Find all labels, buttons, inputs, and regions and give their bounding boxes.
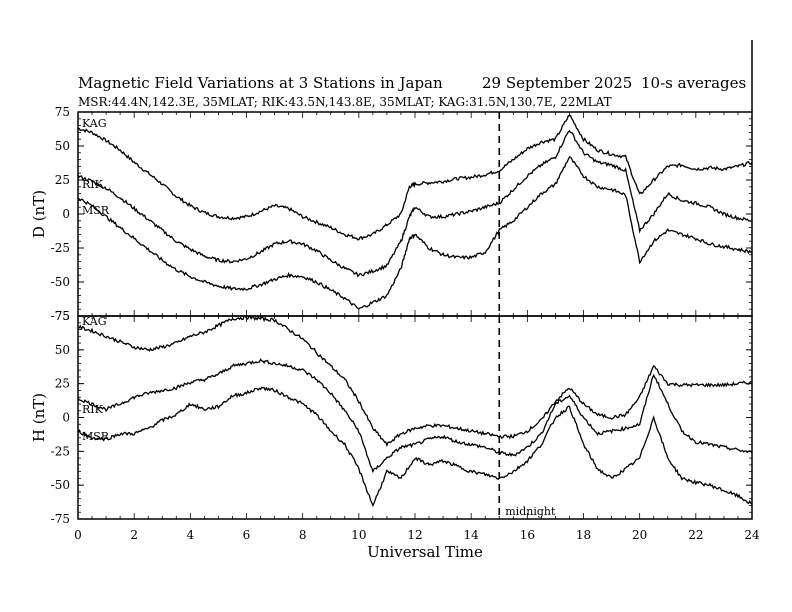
d-panel: 75 50 25 0 -25 -50 -75 D (nT) KAG RIK MSR bbox=[30, 105, 753, 323]
series-kag-h bbox=[78, 316, 752, 448]
series-msr-h bbox=[78, 386, 752, 508]
chart-date: 29 September 2025 bbox=[482, 74, 632, 92]
y-tick-label: -25 bbox=[51, 241, 70, 255]
y-tick-label: -50 bbox=[51, 478, 70, 492]
y-tick-label: 25 bbox=[55, 377, 70, 391]
station-label-rik: RIK bbox=[82, 178, 104, 191]
station-label-rik: RIK bbox=[82, 403, 104, 416]
x-tick-label: 20 bbox=[632, 528, 647, 542]
series-rik-h bbox=[78, 358, 752, 474]
y-tick-label: -50 bbox=[51, 275, 70, 289]
y-tick-label: 75 bbox=[55, 105, 70, 119]
x-tick-label: 12 bbox=[407, 528, 422, 542]
y-tick-label: -75 bbox=[51, 512, 70, 526]
station-label-kag: KAG bbox=[82, 315, 107, 328]
stations-info: MSR:44.4N,142.3E, 35MLAT; RIK:43.5N,143.… bbox=[78, 95, 612, 109]
x-tick-label: 10 bbox=[351, 528, 366, 542]
y-tick-label: 0 bbox=[62, 411, 70, 425]
panel-frame bbox=[77, 111, 753, 317]
y-axis-label: H (nT) bbox=[30, 393, 48, 442]
chart-title: Magnetic Field Variations at 3 Stations … bbox=[78, 74, 443, 92]
x-tick-label: 14 bbox=[464, 528, 480, 542]
x-tick-label: 0 bbox=[74, 528, 82, 542]
station-label-msr: MSR bbox=[82, 430, 110, 443]
x-tick-label: 18 bbox=[576, 528, 591, 542]
x-tick-label: 24 bbox=[744, 528, 760, 542]
y-tick-label: -75 bbox=[51, 309, 70, 323]
series-kag-d bbox=[78, 115, 752, 241]
y-tick-label: 75 bbox=[55, 309, 70, 323]
x-tick-label: 16 bbox=[520, 528, 535, 542]
midnight-label: midnight bbox=[505, 505, 556, 518]
series-msr-d bbox=[78, 156, 752, 310]
x-tick-label: 22 bbox=[688, 528, 703, 542]
y-tick-label: -25 bbox=[51, 444, 70, 458]
y-tick-label: 50 bbox=[55, 139, 70, 153]
y-axis-label: D (nT) bbox=[30, 190, 48, 238]
x-tick-label: 8 bbox=[299, 528, 307, 542]
chart-averaging: 10-s averages bbox=[641, 74, 746, 92]
station-label-msr: MSR bbox=[82, 204, 110, 217]
station-label-kag: KAG bbox=[82, 117, 107, 130]
series-rik-d bbox=[78, 129, 752, 278]
y-tick-label: 0 bbox=[62, 207, 70, 221]
x-tick-label: 2 bbox=[130, 528, 138, 542]
y-tick-label: 50 bbox=[55, 343, 70, 357]
x-tick-label: 6 bbox=[243, 528, 251, 542]
panel-frame bbox=[77, 315, 753, 520]
x-tick-label: 4 bbox=[187, 528, 195, 542]
y-tick-label: 25 bbox=[55, 173, 70, 187]
x-axis-label: Universal Time bbox=[367, 543, 483, 561]
